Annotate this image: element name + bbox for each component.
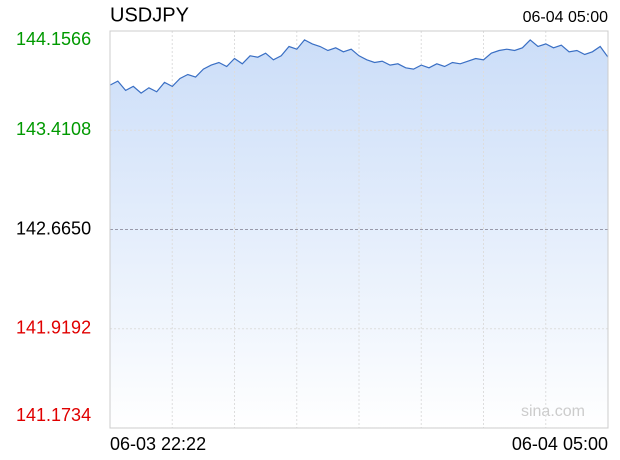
watermark: sina.com bbox=[521, 403, 585, 420]
y-tick-label: 143.4108 bbox=[16, 119, 91, 139]
plot-border bbox=[109, 30, 609, 429]
chart-title: USDJPY bbox=[110, 4, 189, 26]
y-tick-label: 141.9192 bbox=[16, 318, 91, 338]
timestamp: 06-04 05:00 bbox=[523, 9, 609, 26]
y-tick-label: 142.6650 bbox=[16, 218, 91, 238]
x-tick-label: 06-04 05:00 bbox=[512, 434, 608, 454]
y-tick-label: 141.1734 bbox=[16, 405, 91, 425]
x-tick-label: 06-03 22:22 bbox=[110, 434, 206, 454]
line bbox=[109, 39, 609, 94]
area bbox=[110, 39, 608, 429]
y-tick-label: 144.1566 bbox=[16, 29, 91, 49]
